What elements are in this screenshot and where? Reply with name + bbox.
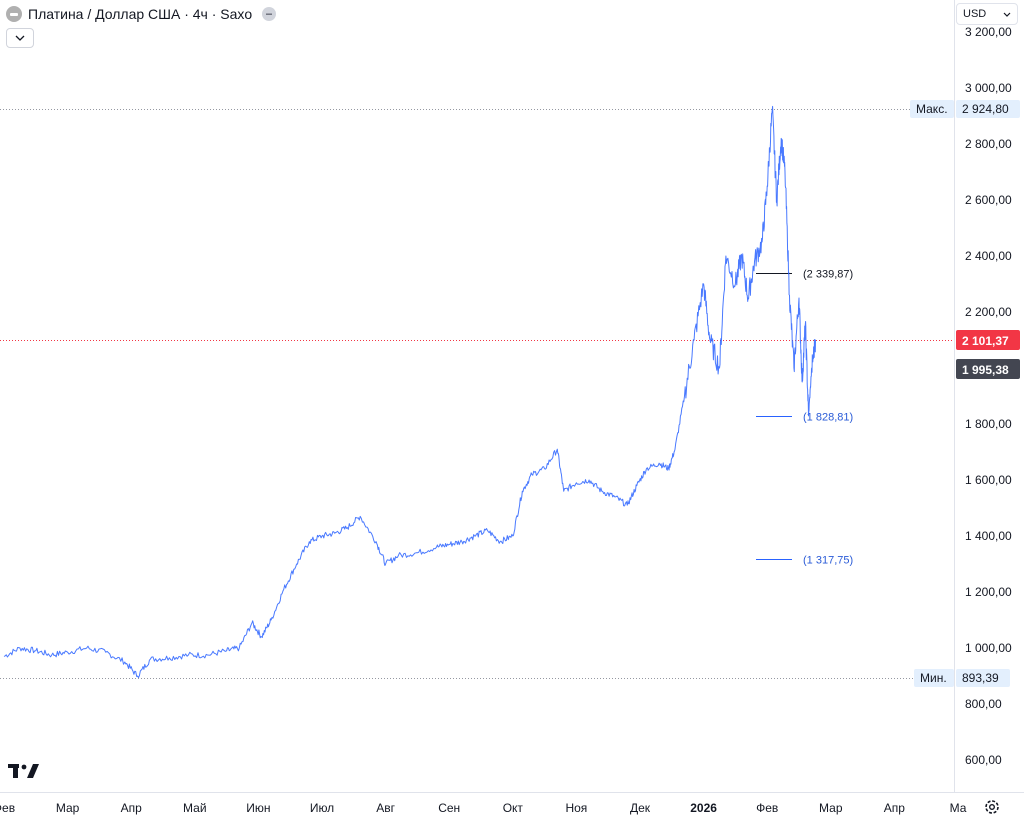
level-label: (2 339,87) — [803, 269, 853, 281]
price-tick-label: 600,00 — [965, 753, 1002, 767]
chevron-down-icon — [1003, 12, 1011, 17]
time-tick-label: Авг — [376, 801, 395, 815]
currency-selector[interactable]: USD — [956, 3, 1018, 25]
chevron-down-icon — [15, 35, 25, 41]
time-tick-label: Окт — [503, 801, 524, 815]
tradingview-logo[interactable] — [8, 762, 40, 785]
price-tick-label: 2 600,00 — [965, 193, 1012, 207]
time-tick-label: Сен — [438, 801, 460, 815]
price-tick-label: 3 000,00 — [965, 81, 1012, 95]
svg-text:Мин.: Мин. — [920, 671, 947, 685]
hide-indicator-icon[interactable] — [262, 7, 277, 21]
time-tick-label: Июл — [310, 801, 334, 815]
time-tick-label: Май — [183, 801, 207, 815]
time-tick-label: Фев — [756, 801, 778, 815]
time-tick-label: Июн — [246, 801, 270, 815]
time-tick-label: Мар — [819, 801, 843, 815]
svg-text:893,39: 893,39 — [962, 671, 999, 685]
time-tick-label: Дек — [630, 801, 651, 815]
price-tick-label: 3 200,00 — [965, 25, 1012, 39]
svg-text:2 101,37: 2 101,37 — [962, 334, 1009, 348]
max-label: Макс. — [910, 100, 954, 118]
price-tick-label: 1 400,00 — [965, 529, 1012, 543]
price-tick-label: 2 400,00 — [965, 249, 1012, 263]
price-tick-label: 1 200,00 — [965, 585, 1012, 599]
price-tick-label: 2 200,00 — [965, 305, 1012, 319]
last-price-label: 2 101,37 — [956, 330, 1020, 350]
min-value-label: 893,39 — [956, 669, 1010, 687]
price-series-line — [3, 105, 816, 679]
time-tick-label: 2026 — [690, 801, 717, 815]
time-tick-label: Ноя — [565, 801, 587, 815]
settings-gear-icon[interactable] — [983, 798, 1001, 816]
max-value-label: 2 924,80 — [956, 100, 1020, 118]
svg-text:1 995,38: 1 995,38 — [962, 363, 1009, 377]
svg-text:Макс.: Макс. — [916, 102, 948, 116]
time-tick-label: Мар — [56, 801, 80, 815]
price-tick-label: 2 800,00 — [965, 137, 1012, 151]
price-tag-label: 1 995,38 — [956, 359, 1020, 379]
level-label: (1 828,81) — [803, 412, 853, 424]
price-tick-label: 800,00 — [965, 697, 1002, 711]
level-label: (1 317,75) — [803, 555, 853, 567]
currency-label: USD — [963, 8, 987, 20]
svg-text:2 924,80: 2 924,80 — [962, 102, 1009, 116]
symbol-title[interactable]: Платина / Доллар США · 4ч · Saxo — [28, 6, 253, 22]
platinum-symbol-icon — [6, 6, 22, 22]
time-tick-label: Фев — [0, 801, 15, 815]
collapse-legend-button[interactable] — [6, 28, 34, 48]
time-tick-label: Апр — [884, 801, 906, 815]
time-tick-label: Апр — [121, 801, 143, 815]
min-label: Мин. — [914, 669, 954, 687]
price-axis[interactable]: 3 200,00 3 000,00 2 800,00 2 600,00 2 400,00… — [954, 0, 1013, 792]
price-tick-label: 1 600,00 — [965, 473, 1012, 487]
price-tick-label: 1 800,00 — [965, 417, 1012, 431]
time-tick-label: Ма — [950, 801, 967, 815]
price-tick-label: 1 000,00 — [965, 641, 1012, 655]
chart-header: Платина / Доллар США · 4ч · Saxo — [6, 4, 277, 24]
time-axis[interactable]: Фев Мар Апр Май Июн Июл Авг Сен Окт Ноя Дек 2026 Фев… — [0, 792, 1024, 816]
